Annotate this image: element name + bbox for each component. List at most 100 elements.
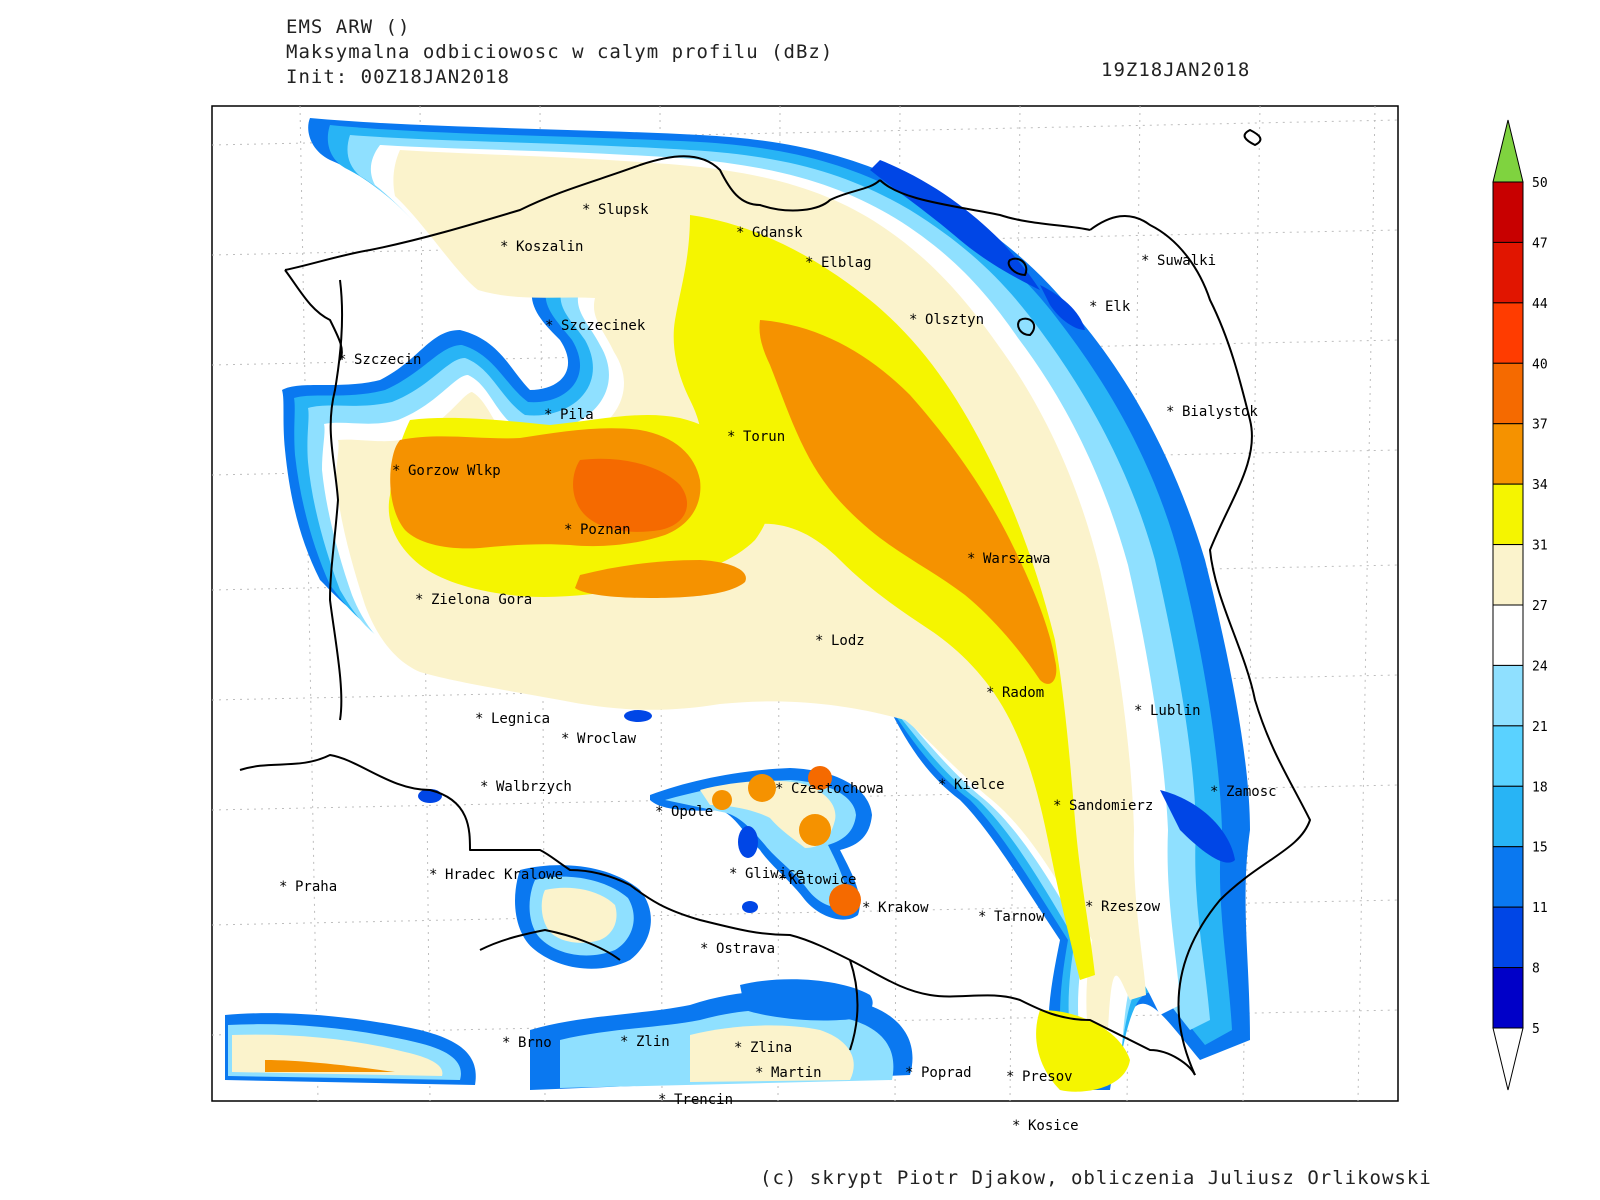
svg-text:Szczecin: Szczecin bbox=[354, 352, 421, 368]
colorbar-level-label: 40 bbox=[1532, 357, 1548, 372]
svg-text:Brno: Brno bbox=[518, 1035, 552, 1051]
svg-text:Bialystok: Bialystok bbox=[1182, 404, 1258, 420]
colorbar-box bbox=[1492, 544, 1524, 606]
city-warszawa: * Warszawa bbox=[967, 551, 1050, 567]
svg-text:Gliwice: Gliwice bbox=[745, 866, 804, 882]
svg-text:Elk: Elk bbox=[1105, 299, 1131, 315]
svg-text:*: * bbox=[545, 318, 553, 334]
city-pila: * Pila bbox=[544, 407, 594, 423]
colorbar-level-label: 11 bbox=[1532, 901, 1548, 916]
svg-text:*: * bbox=[967, 551, 975, 567]
svg-text:*: * bbox=[755, 1065, 763, 1081]
svg-text:Katowice: Katowice bbox=[789, 872, 856, 888]
svg-text:Torun: Torun bbox=[743, 429, 785, 445]
svg-text:*: * bbox=[392, 463, 400, 479]
svg-text:*: * bbox=[734, 1040, 742, 1056]
svg-text:Kosice: Kosice bbox=[1028, 1118, 1079, 1134]
svg-text:*: * bbox=[1141, 253, 1149, 269]
colorbar-box bbox=[1492, 423, 1524, 485]
svg-text:*: * bbox=[815, 633, 823, 649]
svg-text:Krakow: Krakow bbox=[878, 900, 929, 916]
svg-text:Praha: Praha bbox=[295, 879, 337, 895]
city-brno: * Brno bbox=[502, 1035, 552, 1051]
svg-text:*: * bbox=[480, 779, 488, 795]
colorbar-level-label: 24 bbox=[1532, 659, 1548, 674]
svg-text:*: * bbox=[429, 867, 437, 883]
colorbar-level-label: 8 bbox=[1532, 962, 1540, 977]
svg-text:*: * bbox=[736, 225, 744, 241]
colorbar-bottom-arrow bbox=[1492, 1027, 1524, 1091]
city-kosice: * Kosice bbox=[1012, 1118, 1079, 1134]
svg-text:Hradec Kralowe: Hradec Kralowe bbox=[445, 867, 563, 883]
city-czestochowa: * Czestochowa bbox=[775, 781, 884, 797]
svg-text:Zlina: Zlina bbox=[750, 1040, 792, 1056]
svg-text:Elblag: Elblag bbox=[821, 255, 872, 271]
city-gdansk: * Gdansk bbox=[736, 225, 803, 241]
city-praha: * Praha bbox=[279, 879, 337, 895]
svg-text:*: * bbox=[1053, 798, 1061, 814]
city-legnica: * Legnica bbox=[475, 711, 550, 727]
city-suwalki: * Suwalki bbox=[1141, 253, 1216, 269]
svg-text:*: * bbox=[775, 781, 783, 797]
colorbar-level-label: 5 bbox=[1532, 1022, 1540, 1037]
city-trencin: * Trencin bbox=[658, 1092, 733, 1108]
svg-text:Zamosc: Zamosc bbox=[1226, 784, 1277, 800]
svg-text:*: * bbox=[1085, 899, 1093, 915]
city-poznan: * Poznan bbox=[564, 522, 631, 538]
city-torun: * Torun bbox=[727, 429, 785, 445]
credit-line: (c) skrypt Piotr Djakow, obliczenia Juli… bbox=[760, 1167, 1432, 1189]
colorbar-box bbox=[1492, 846, 1524, 908]
city-gliwice: * Gliwice bbox=[729, 866, 804, 882]
city-tarnow: * Tarnow bbox=[978, 909, 1045, 925]
city-katowice: * Katowice bbox=[778, 872, 856, 888]
city-presov: * Presov bbox=[1006, 1069, 1073, 1085]
city-martin: * Martin bbox=[755, 1065, 822, 1081]
svg-text:Suwalki: Suwalki bbox=[1157, 253, 1216, 269]
svg-text:Sandomierz: Sandomierz bbox=[1069, 798, 1153, 814]
city-kielce: * Kielce bbox=[938, 777, 1005, 793]
colorbar-box bbox=[1492, 241, 1524, 304]
colorbar-box bbox=[1492, 604, 1524, 666]
colorbar-top-arrow bbox=[1492, 119, 1524, 183]
svg-text:Trencin: Trencin bbox=[674, 1092, 733, 1108]
colorbar-level-label: 31 bbox=[1532, 539, 1548, 554]
city-szczecinek: * Szczecinek bbox=[545, 318, 646, 334]
reflectivity-coast bbox=[870, 160, 1085, 330]
city-gorzow: * Gorzow Wlkp bbox=[392, 463, 501, 479]
city-zamosc: * Zamosc bbox=[1210, 784, 1277, 800]
colorbar-box bbox=[1492, 785, 1524, 848]
model-name: EMS ARW () bbox=[286, 16, 411, 38]
svg-text:Rzeszow: Rzeszow bbox=[1101, 899, 1161, 915]
svg-text:*: * bbox=[700, 941, 708, 957]
svg-text:*: * bbox=[1006, 1069, 1014, 1085]
svg-text:Legnica: Legnica bbox=[491, 711, 550, 727]
svg-text:Poznan: Poznan bbox=[580, 522, 631, 538]
svg-text:Zlin: Zlin bbox=[636, 1034, 670, 1050]
svg-text:*: * bbox=[415, 592, 423, 608]
city-lublin: * Lublin bbox=[1134, 703, 1201, 719]
city-krakow: * Krakow bbox=[862, 900, 929, 916]
colorbar-box bbox=[1492, 967, 1524, 1029]
svg-text:Opole: Opole bbox=[671, 804, 713, 820]
svg-text:*: * bbox=[564, 522, 572, 538]
svg-text:Czestochowa: Czestochowa bbox=[791, 781, 884, 797]
city-elblag: * Elblag bbox=[805, 255, 872, 271]
city-slupsk: * Slupsk bbox=[582, 202, 649, 218]
svg-text:Wroclaw: Wroclaw bbox=[577, 731, 637, 747]
colorbar-level-label: 50 bbox=[1532, 176, 1548, 191]
svg-text:*: * bbox=[986, 685, 994, 701]
city-hradec-kralowe: * Hradec Kralowe bbox=[429, 867, 563, 883]
colorbar-level-label: 27 bbox=[1532, 599, 1548, 614]
city-poprad: * Poprad bbox=[905, 1065, 972, 1081]
svg-text:*: * bbox=[1210, 784, 1218, 800]
colorbar-box bbox=[1492, 483, 1524, 546]
svg-text:*: * bbox=[1089, 299, 1097, 315]
city-wroclaw: * Wroclaw bbox=[561, 731, 637, 747]
svg-text:*: * bbox=[502, 1035, 510, 1051]
colorbar-box bbox=[1492, 362, 1524, 425]
svg-text:*: * bbox=[1134, 703, 1142, 719]
svg-text:Presov: Presov bbox=[1022, 1069, 1073, 1085]
svg-text:Martin: Martin bbox=[771, 1065, 822, 1081]
colorbar-level-label: 18 bbox=[1532, 780, 1548, 795]
svg-text:Radom: Radom bbox=[1002, 685, 1044, 701]
